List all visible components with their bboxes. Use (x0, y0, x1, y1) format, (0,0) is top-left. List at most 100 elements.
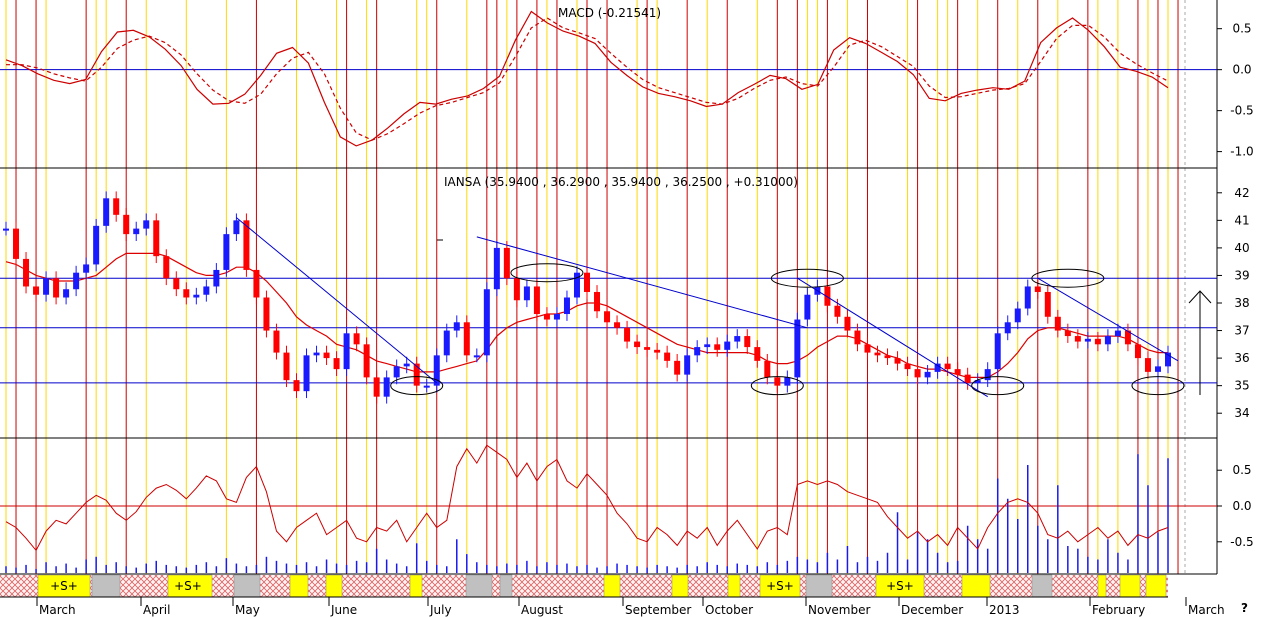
price-tick-label: 42 (1234, 186, 1249, 200)
strip-yellow-block (289, 574, 309, 598)
candle-down (634, 341, 641, 348)
strip-yellow-block (603, 574, 621, 598)
candle-up (83, 264, 90, 273)
candle-down (373, 377, 380, 397)
candle-down (1064, 330, 1071, 337)
candle-up (313, 352, 320, 356)
candle-down (413, 363, 420, 386)
price-tick-label: 34 (1234, 406, 1249, 420)
candle-down (163, 256, 170, 279)
candle-down (654, 349, 661, 353)
macd-tick-label: 0.0 (1232, 63, 1251, 77)
month-label: September (625, 603, 691, 617)
vertical-markers (5, 0, 1186, 574)
oscillator-tick-label: 0.5 (1232, 463, 1251, 477)
candle-down (894, 358, 901, 364)
candle-down (273, 330, 280, 353)
highlight-ellipse (1031, 268, 1105, 288)
strip-yellow-block (961, 574, 991, 598)
candle-up (433, 355, 440, 386)
highlight-ellipse (390, 376, 444, 396)
candle-up (994, 333, 1001, 370)
month-label: 2013 (989, 603, 1020, 617)
candle-up (1024, 286, 1031, 309)
strip-yellow-block (1097, 574, 1107, 598)
candle-down (333, 358, 340, 370)
candle-up (303, 355, 310, 392)
target-arrow-head (1188, 290, 1212, 304)
candle-down (774, 377, 781, 386)
strip-gray-block (233, 574, 261, 598)
y-axes: 0.5 0.0 -0.5 -1.0 42 41 40 39 38 37 36 35 34 0.5 0.0 -0… (1217, 22, 1254, 549)
candle-down (503, 247, 510, 279)
candle-down (1144, 358, 1151, 372)
candle-down (584, 272, 590, 292)
candle-up (3, 228, 9, 231)
month-label: May (235, 603, 260, 617)
candle-up (393, 366, 400, 378)
candle-down (293, 380, 300, 392)
candle-down (594, 291, 601, 312)
candle-up (1104, 336, 1111, 345)
month-label: March (39, 603, 76, 617)
candle-up (73, 272, 80, 290)
trendline (476, 236, 808, 329)
signal-strip: +S+ +S+ +S+ +S+ (0, 574, 1168, 598)
time-axis-corner-label: ? (1241, 601, 1248, 615)
candle-down (714, 344, 721, 350)
candle-down (914, 369, 921, 378)
candle-down (283, 352, 290, 381)
candle-up (794, 319, 801, 378)
price-tick-label: 38 (1234, 296, 1249, 310)
candle-down (624, 327, 631, 342)
candle-up (1165, 352, 1171, 367)
month-label: October (705, 603, 753, 617)
candle-up (143, 220, 150, 229)
candle-up (93, 225, 100, 265)
candle-down (253, 269, 260, 298)
candle-down (323, 352, 330, 359)
candle-up (343, 333, 350, 370)
strip-yellow-block (409, 574, 423, 598)
candle-down (754, 347, 761, 361)
candle-up (694, 347, 701, 356)
macd-panel: MACD (-0.21541) (0, 6, 1217, 147)
candle-up (43, 278, 50, 295)
candle-down (1074, 336, 1081, 342)
price-tick-label: 35 (1234, 379, 1249, 393)
strip-signal-label: +S+ (766, 579, 794, 593)
candle-up (1114, 330, 1121, 337)
highlight-ellipse (1131, 376, 1185, 396)
moving-average-line (5, 252, 1168, 378)
candle-up (133, 228, 140, 235)
candle-up (233, 220, 240, 235)
candle-up (473, 355, 480, 358)
candle-down (604, 311, 611, 323)
candle-down (664, 352, 671, 361)
highlight-ellipse (971, 376, 1025, 396)
candle-down (243, 220, 250, 270)
candle-up (934, 363, 941, 372)
price-title: IANSA (35.9400 , 36.2900 , 35.9400 , 36.… (444, 175, 798, 189)
oscillator-tick-label: -0.5 (1230, 535, 1253, 549)
price-tick-label: 37 (1234, 324, 1249, 338)
candle-down (53, 278, 60, 298)
candle-down (463, 322, 470, 356)
candle-up (573, 272, 580, 298)
macd-title: MACD (-0.21541) (558, 6, 661, 20)
strip-gray-block (91, 574, 121, 598)
candle-up (223, 234, 230, 270)
macd-line (5, 10, 1169, 147)
highlight-ellipse (770, 268, 844, 288)
candle-up (984, 369, 991, 381)
candle-down (834, 305, 841, 317)
candle-up (1154, 366, 1161, 372)
candle-up (203, 286, 210, 295)
candle-down (123, 214, 130, 235)
strip-gray-block (465, 574, 493, 598)
candle-down (884, 355, 891, 359)
strip-gray-block (499, 574, 513, 598)
candle-down (173, 278, 180, 290)
macd-tick-label: -0.5 (1230, 104, 1253, 118)
